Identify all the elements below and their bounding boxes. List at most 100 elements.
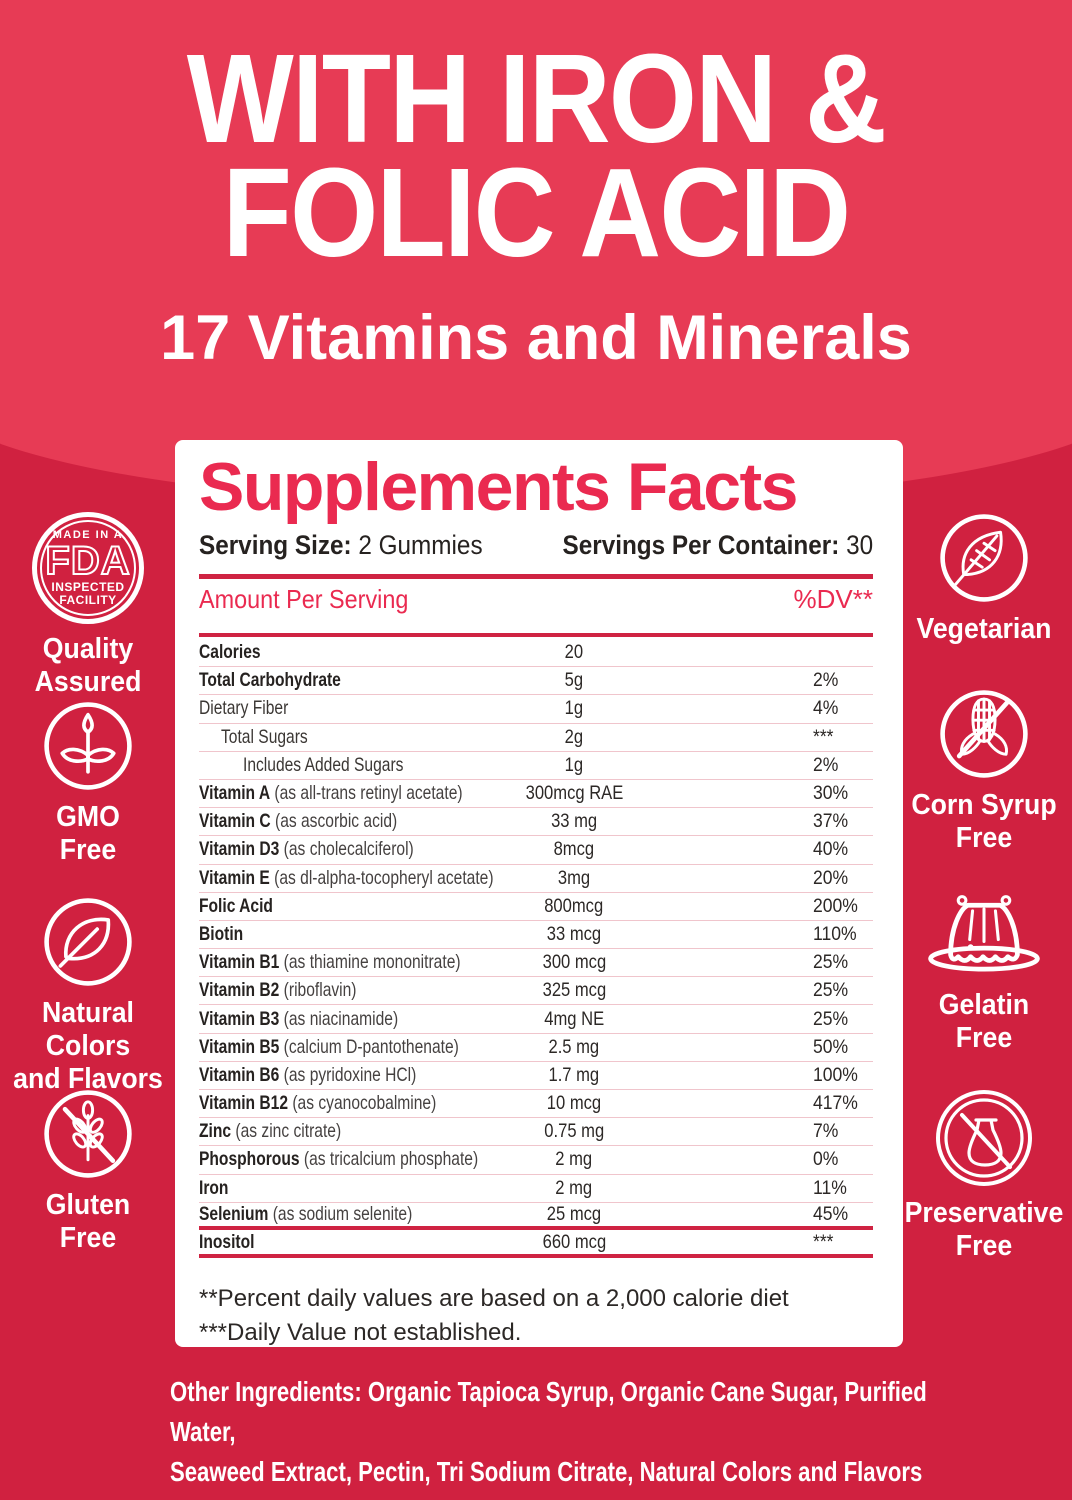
nutrient-amount-cell: 325 mcg bbox=[499, 979, 649, 1002]
product-subheadline: 17 Vitamins and Minerals bbox=[160, 303, 912, 373]
fda-seal-sub2-text: FACILITY bbox=[59, 593, 117, 607]
right-badge-column: Vegetarian Corn Syrup Free bbox=[896, 0, 1072, 1500]
nutrient-name: Vitamin D3 bbox=[199, 838, 280, 861]
nutrient-amount-cell: 300mcg RAE bbox=[499, 782, 649, 805]
product-headline: WITH IRON & FOLIC ACID bbox=[0, 36, 1072, 276]
nutrient-dv-cell: 20% bbox=[813, 867, 873, 890]
nutrient-name-cell: Vitamin D3 (as cholecalciferol) bbox=[199, 838, 499, 861]
nutrient-detail: (as zinc citrate) bbox=[231, 1120, 342, 1143]
nutrient-name-cell: Vitamin B3 (as niacinamide) bbox=[199, 1008, 499, 1031]
nutrient-amount: 2g bbox=[564, 725, 584, 748]
headline-line2: FOLIC ACID bbox=[222, 142, 851, 283]
divider-rule-top bbox=[199, 574, 873, 579]
nutrient-name: Iron bbox=[199, 1176, 229, 1199]
table-row: Includes Added Sugars 1g 2% bbox=[199, 750, 873, 779]
nutrient-amount-cell: 3mg bbox=[499, 867, 649, 890]
nutrient-dv: 45% bbox=[813, 1202, 849, 1225]
table-row: Calories 20 bbox=[199, 638, 873, 666]
nutrient-name: Vitamin B2 bbox=[199, 979, 280, 1002]
fda-seal-top-text: MADE IN A bbox=[52, 529, 124, 541]
nutrient-name-cell: Vitamin B6 (as pyridoxine HCl) bbox=[199, 1064, 499, 1087]
dv-header: %DV** bbox=[793, 583, 873, 614]
nutrient-dv: 0% bbox=[813, 1148, 839, 1171]
table-row: Dietary Fiber 1g 4% bbox=[199, 694, 873, 722]
nutrient-name-cell: Iron bbox=[199, 1177, 499, 1200]
badge-quality-assured: MADE IN A FDA INSPECTED FACILITY Quality… bbox=[0, 512, 176, 699]
nutrient-amount-cell: 25 mcg bbox=[499, 1203, 649, 1226]
nutrient-name: Inositol bbox=[199, 1230, 255, 1253]
table-row: Vitamin D3 (as cholecalciferol) 8mcg 40% bbox=[199, 835, 873, 863]
table-row: Total Carbohydrate 5g 2% bbox=[199, 666, 873, 694]
nutrient-amount: 660 mcg bbox=[542, 1230, 606, 1253]
table-row: Folic Acid 800mcg 200% bbox=[199, 891, 873, 920]
nutrient-amount: 20 bbox=[564, 640, 584, 663]
nutrient-dv-cell: 110% bbox=[813, 923, 873, 946]
serving-size-value: 2 Gummies bbox=[358, 530, 483, 560]
nutrient-name-cell: Vitamin C (as ascorbic acid) bbox=[199, 810, 499, 833]
nutrient-name: Folic Acid bbox=[199, 894, 273, 917]
nutrient-detail: (as all-trans retinyl acetate) bbox=[270, 782, 463, 805]
nutrient-amount: 2.5 mg bbox=[548, 1035, 600, 1058]
nutrient-name-cell: Vitamin B1 (as thiamine mononitrate) bbox=[199, 951, 499, 974]
badge-label: Gluten Free bbox=[45, 1189, 131, 1254]
nutrient-amount-cell: 1g bbox=[499, 754, 649, 777]
nutrient-name-cell: Vitamin E (as dl-alpha-tocopheryl acetat… bbox=[199, 867, 499, 890]
other-ingredients: Other Ingredients: Organic Tapioca Syrup… bbox=[170, 1376, 927, 1487]
servings-per-container-value: 30 bbox=[845, 530, 873, 560]
nutrient-amount: 4mg NE bbox=[544, 1007, 604, 1030]
nutrient-amount-cell: 8mcg bbox=[499, 838, 649, 861]
nutrient-name: Dietary Fiber bbox=[199, 697, 289, 720]
nutrient-name-cell: Biotin bbox=[199, 923, 499, 946]
nutrient-amount: 325 mcg bbox=[542, 979, 606, 1002]
nutrient-detail: (as ascorbic acid) bbox=[270, 810, 398, 833]
nutrient-amount: 1g bbox=[564, 753, 584, 776]
table-row: Biotin 33 mcg 110% bbox=[199, 919, 873, 948]
nutrient-name: Calories bbox=[199, 640, 261, 663]
nutrient-amount-cell: 33 mg bbox=[499, 810, 649, 833]
nutrient-amount: 10 mcg bbox=[546, 1092, 602, 1115]
nutrient-amount-cell: 800mcg bbox=[499, 895, 649, 918]
badge-gelatin-free: Gelatin Free bbox=[896, 880, 1072, 1055]
table-row: Selenium (as sodium selenite) 25 mcg 45% bbox=[199, 1201, 873, 1230]
nutrient-name-cell: Phosphorous (as tricalcium phosphate) bbox=[199, 1148, 499, 1171]
badge-label: GMO Free bbox=[56, 801, 120, 866]
nutrient-name: Total Carbohydrate bbox=[199, 669, 341, 692]
nutrient-dv-cell: 45% bbox=[813, 1203, 873, 1226]
nutrient-dv: *** bbox=[813, 725, 834, 748]
nutrient-amount-cell: 20 bbox=[499, 641, 649, 664]
nutrient-dv: 50% bbox=[813, 1035, 849, 1058]
feather-leaf-icon bbox=[896, 512, 1072, 604]
nutrient-name: Selenium bbox=[199, 1202, 269, 1225]
table-row: Vitamin B6 (as pyridoxine HCl) 1.7 mg 10… bbox=[199, 1060, 873, 1089]
nutrient-amount: 300mcg RAE bbox=[525, 782, 623, 805]
badge-label: Natural Colors and Flavors bbox=[13, 997, 163, 1095]
nutrient-amount-cell: 660 mcg bbox=[499, 1231, 649, 1254]
badge-label: Corn Syrup Free bbox=[911, 789, 1057, 854]
nutrient-dv-cell: 25% bbox=[813, 951, 873, 974]
nutrient-name: Vitamin C bbox=[199, 810, 271, 833]
table-row: Vitamin B2 (riboflavin) 325 mcg 25% bbox=[199, 976, 873, 1004]
nutrient-name: Vitamin B12 bbox=[199, 1092, 289, 1115]
nutrient-detail: (as cholecalciferol) bbox=[279, 838, 414, 861]
nutrient-dv: 110% bbox=[813, 922, 857, 945]
nutrient-amount-cell: 10 mcg bbox=[499, 1092, 649, 1115]
nutrient-detail: (as niacinamide) bbox=[279, 1007, 399, 1030]
table-row: Phosphorous (as tricalcium phosphate) 2 … bbox=[199, 1145, 873, 1173]
divider-rule-header bbox=[199, 633, 873, 637]
nutrient-detail: (as dl-alpha-tocopheryl acetate) bbox=[269, 866, 494, 889]
nutrient-dv: 37% bbox=[813, 810, 849, 833]
nutrient-name-cell: Zinc (as zinc citrate) bbox=[199, 1120, 499, 1143]
nutrient-name: Vitamin B6 bbox=[199, 1063, 280, 1086]
nutrient-dv: 417% bbox=[813, 1092, 858, 1115]
table-row: Vitamin B12 (as cyanocobalmine) 10 mcg 4… bbox=[199, 1089, 873, 1117]
nutrient-amount: 33 mg bbox=[550, 810, 598, 833]
nutrient-dv: 30% bbox=[813, 782, 849, 805]
nutrient-name-cell: Vitamin A (as all-trans retinyl acetate) bbox=[199, 782, 499, 805]
nutrient-name-cell: Vitamin B2 (riboflavin) bbox=[199, 979, 499, 1002]
nutrient-amount-cell: 2g bbox=[499, 726, 649, 749]
nutrient-dv: 25% bbox=[813, 951, 849, 974]
amount-per-serving-header: Amount Per Serving bbox=[199, 583, 409, 614]
nutrient-dv: 2% bbox=[813, 669, 839, 692]
nutrient-dv-cell: 417% bbox=[813, 1092, 873, 1115]
nutrient-dv-cell: 40% bbox=[813, 838, 873, 861]
